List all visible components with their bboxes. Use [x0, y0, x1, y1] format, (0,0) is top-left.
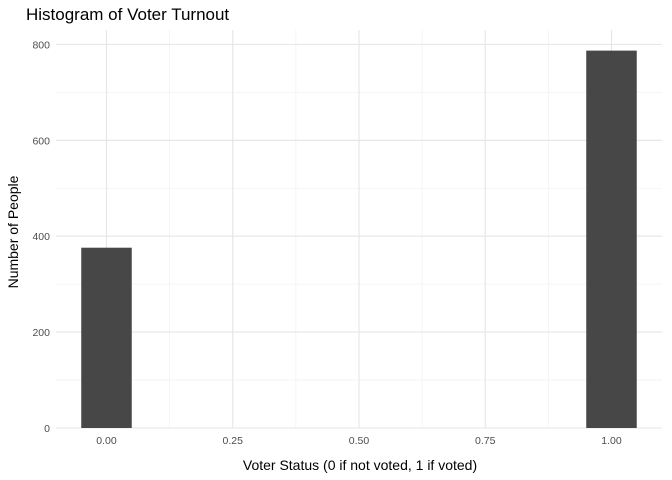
y-tick-label: 800 — [32, 39, 50, 51]
y-tick-label: 600 — [32, 135, 50, 147]
y-axis-title: Number of People — [5, 175, 21, 288]
y-axis-ticks: 0 200 400 600 800 — [32, 39, 50, 435]
y-tick-label: 400 — [32, 231, 50, 243]
y-tick-label: 200 — [32, 327, 50, 339]
histogram-bar — [81, 247, 132, 428]
chart-title: Histogram of Voter Turnout — [26, 5, 229, 24]
bars — [81, 50, 637, 429]
grid-lines — [56, 30, 662, 429]
x-tick-label: 0.25 — [223, 435, 244, 447]
histogram-bar — [586, 50, 637, 429]
x-tick-label: 0.00 — [96, 435, 117, 447]
x-tick-label: 1.00 — [601, 435, 622, 447]
x-axis-ticks: 0.00 0.25 0.50 0.75 1.00 — [96, 435, 622, 447]
x-tick-label: 0.50 — [349, 435, 370, 447]
x-tick-label: 0.75 — [475, 435, 496, 447]
x-axis-title: Voter Status (0 if not voted, 1 if voted… — [243, 457, 477, 473]
y-tick-label: 0 — [44, 423, 50, 435]
